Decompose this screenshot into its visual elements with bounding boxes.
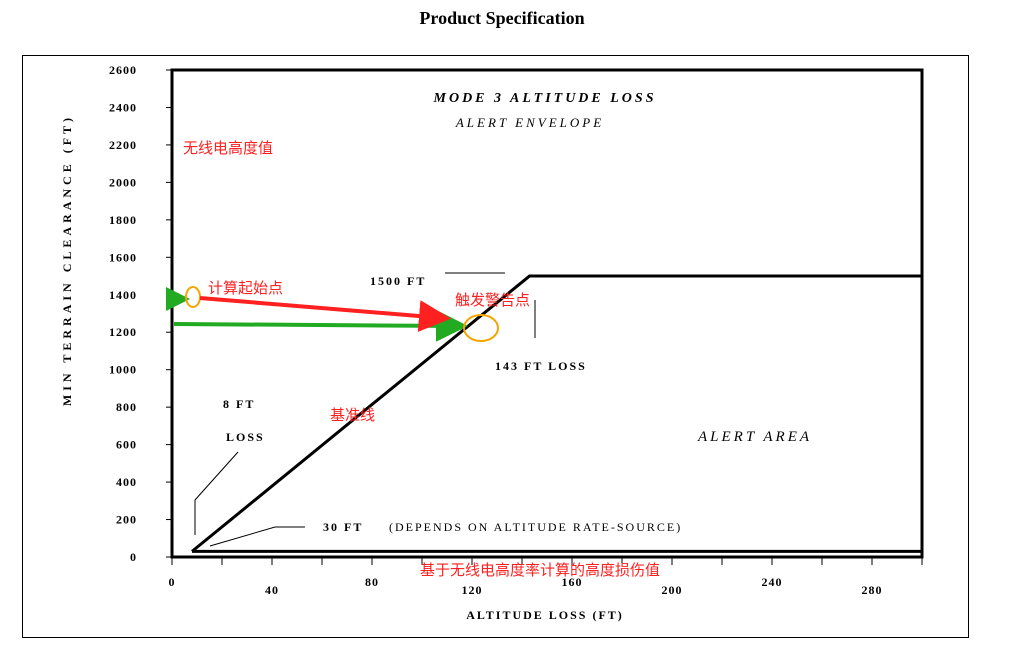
x-tick-label: 0 (169, 575, 176, 589)
chart-subtitle: ALERT ENVELOPE (455, 115, 604, 130)
loss-label: LOSS (226, 430, 265, 444)
x-tick-label: 40 (265, 583, 279, 597)
x-axis: 0 40 80 120 160 200 240 280 (169, 557, 923, 597)
peak-label: 1500 FT (370, 274, 426, 288)
y-tick-label: 1400 (109, 288, 137, 302)
depends-label: (DEPENDS ON ALTITUDE RATE-SOURCE) (389, 520, 682, 534)
x-tick-label: 200 (662, 583, 683, 597)
trigger-point-marker (463, 314, 499, 342)
y-tick-label: 1800 (109, 213, 137, 227)
alert-area-label: ALERT AREA (697, 429, 812, 445)
plot-area (170, 68, 924, 559)
y-tick-label: 400 (116, 475, 137, 489)
y-tick-label: 1200 (109, 325, 137, 339)
y-tick-label: 600 (116, 438, 137, 452)
y-tick-label: 2000 (109, 175, 137, 189)
ft30-leader (209, 526, 305, 547)
x-tick-label: 160 (562, 575, 583, 589)
y-tick-label: 1000 (109, 363, 137, 377)
x-tick-label: 280 (862, 583, 883, 597)
y-axis-label: MIN TERRAIN CLEARANCE (FT) (60, 114, 74, 406)
baseline-note: 基准线 (330, 406, 375, 424)
y-tick-label: 2400 (109, 100, 137, 114)
x-axis-label: ALTITUDE LOSS (FT) (466, 608, 624, 622)
green-arrow (173, 309, 468, 342)
start-point-marker (185, 286, 201, 308)
y-tick-label: 2200 (109, 138, 137, 152)
x-tick-label: 120 (462, 583, 483, 597)
y-tick-label: 200 (116, 513, 137, 527)
y-axis: 0 200 400 600 800 1000 1200 1400 1600 1800 2000 220… (109, 63, 172, 564)
radio-altitude-note: 无线电高度值 (183, 139, 273, 157)
bottom-note: 基于无线电高度率计算的高度损伤值 (420, 561, 660, 579)
chart-title: MODE 3 ALTITUDE LOSS (433, 91, 657, 106)
series-layer (191, 274, 922, 553)
calc-start-note: 计算起始点 (208, 279, 283, 297)
loss-143-label: 143 FT LOSS (495, 359, 587, 373)
y-tick-label: 0 (130, 550, 137, 564)
ft30-label: 30 FT (323, 520, 363, 534)
y-tick-label: 800 (116, 400, 137, 414)
red-arrow (199, 296, 451, 332)
ft8-label: 8 FT (223, 397, 255, 411)
y-tick-label: 1600 (109, 250, 137, 264)
page-title: Product Specification (419, 8, 585, 28)
trigger-point-note: 触发警告点 (455, 291, 530, 309)
x-tick-label: 240 (762, 575, 783, 589)
y-tick-label: 2600 (109, 63, 137, 77)
loss-8-leader (194, 451, 239, 535)
alert-envelope-line (191, 274, 922, 553)
figure-frame (22, 55, 969, 638)
x-tick-label: 80 (365, 575, 379, 589)
